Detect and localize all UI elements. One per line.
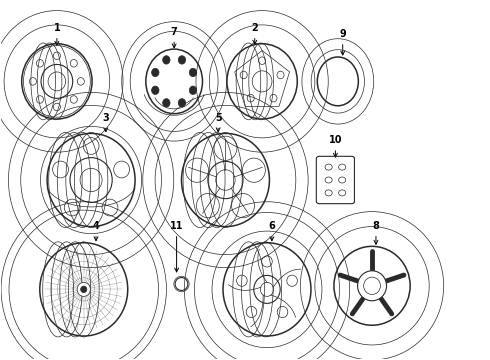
Text: 2: 2 <box>251 23 258 44</box>
Text: 8: 8 <box>372 221 379 244</box>
Text: 7: 7 <box>171 27 177 48</box>
Text: 5: 5 <box>215 113 221 132</box>
Ellipse shape <box>163 56 170 64</box>
Ellipse shape <box>178 99 186 107</box>
Text: 10: 10 <box>329 135 342 157</box>
Text: 3: 3 <box>102 113 109 132</box>
Ellipse shape <box>178 56 186 64</box>
Ellipse shape <box>77 282 90 296</box>
Text: 1: 1 <box>53 23 60 45</box>
Ellipse shape <box>163 99 170 107</box>
Ellipse shape <box>364 277 380 294</box>
Ellipse shape <box>151 68 159 77</box>
Ellipse shape <box>189 68 196 77</box>
Ellipse shape <box>151 86 159 94</box>
Ellipse shape <box>189 86 196 94</box>
Ellipse shape <box>81 286 87 293</box>
Text: 4: 4 <box>93 221 99 241</box>
Text: 9: 9 <box>340 29 346 55</box>
Text: 11: 11 <box>170 221 183 272</box>
Ellipse shape <box>358 271 387 301</box>
Text: 6: 6 <box>269 221 275 241</box>
